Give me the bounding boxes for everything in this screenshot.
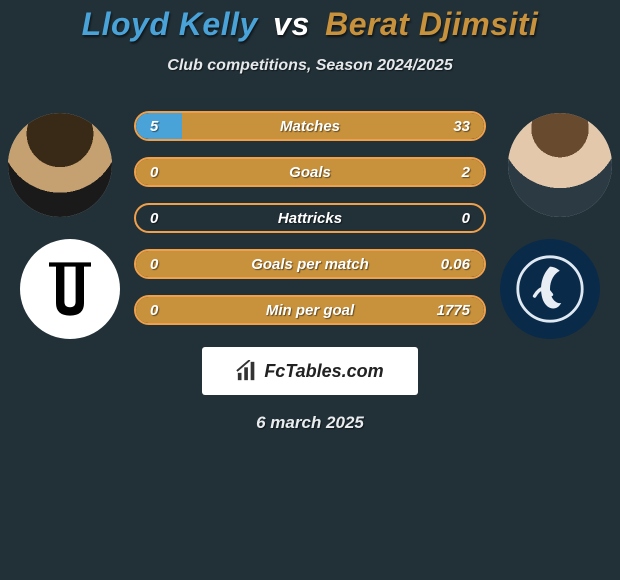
title-vs: vs — [267, 6, 316, 42]
stat-value-right: 0 — [462, 205, 470, 231]
stat-label: Goals — [289, 164, 331, 181]
player-2-avatar-image — [508, 113, 612, 217]
stat-label: Goals per match — [251, 256, 369, 273]
stat-bars: 5 33 Matches 0 2 Goals 0 0 Hattricks 0 0.06 Goals p… — [134, 111, 486, 325]
page-title: Lloyd Kelly vs Berat Djimsiti — [0, 6, 620, 43]
stat-value-left: 0 — [150, 205, 158, 231]
stat-value-right: 1775 — [437, 297, 470, 323]
stat-row: 5 33 Matches — [134, 111, 486, 141]
player-2-avatar — [508, 113, 612, 217]
player-2-club-badge — [500, 239, 600, 339]
player-1-avatar-image — [8, 113, 112, 217]
stat-value-left: 0 — [150, 159, 158, 185]
stat-value-left: 0 — [150, 251, 158, 277]
title-player-2: Berat Djimsiti — [325, 6, 538, 42]
title-player-1: Lloyd Kelly — [82, 6, 258, 42]
stat-row: 0 2 Goals — [134, 157, 486, 187]
stat-label: Hattricks — [278, 210, 342, 227]
player-1-club-badge — [20, 239, 120, 339]
subtitle: Club competitions, Season 2024/2025 — [0, 57, 620, 75]
comparison-stage: 5 33 Matches 0 2 Goals 0 0 Hattricks 0 0.06 Goals p… — [0, 103, 620, 333]
atalanta-icon — [515, 254, 585, 324]
stat-row: 0 0 Hattricks — [134, 203, 486, 233]
bar-chart-icon — [236, 360, 258, 382]
juventus-icon — [35, 254, 105, 324]
stat-row: 0 0.06 Goals per match — [134, 249, 486, 279]
fctables-logo: FcTables.com — [202, 347, 418, 395]
stat-fill-left — [136, 113, 182, 139]
comparison-date: 6 march 2025 — [0, 413, 620, 433]
stat-value-right: 2 — [462, 159, 470, 185]
stat-label: Min per goal — [266, 302, 354, 319]
comparison-card: Lloyd Kelly vs Berat Djimsiti Club compe… — [0, 0, 620, 433]
stat-value-left: 5 — [150, 113, 158, 139]
stat-value-left: 0 — [150, 297, 158, 323]
stat-value-right: 0.06 — [441, 251, 470, 277]
player-1-avatar — [8, 113, 112, 217]
stat-label: Matches — [280, 118, 340, 135]
stat-row: 0 1775 Min per goal — [134, 295, 486, 325]
logo-text: FcTables.com — [264, 361, 383, 382]
stat-value-right: 33 — [453, 113, 470, 139]
